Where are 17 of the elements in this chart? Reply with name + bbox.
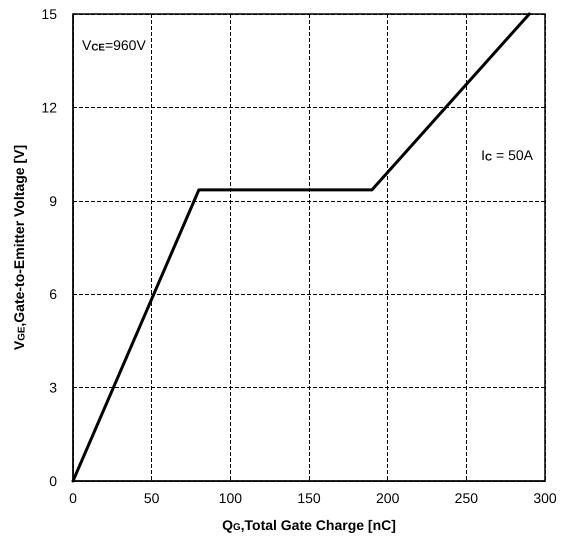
y-tick-label: 3 xyxy=(49,380,58,396)
x-tick-label: 200 xyxy=(376,490,400,506)
y-tick-label: 15 xyxy=(41,6,58,22)
x-tick-label: 100 xyxy=(218,490,242,506)
y-tick-label: 12 xyxy=(41,99,58,116)
y-axis-title: VGE,Gate-to-Emitter Voltage [V] xyxy=(11,144,28,350)
x-axis-title: QG,Total Gate Charge [nC] xyxy=(222,516,396,534)
x-tick-label: 0 xyxy=(69,490,78,506)
x-tick-label: 150 xyxy=(297,490,321,506)
x-tick-label: 50 xyxy=(144,490,160,506)
x-tick-label: 300 xyxy=(533,490,557,506)
x-tick-label: 250 xyxy=(454,490,478,506)
annotation: VCE=960V xyxy=(82,37,146,54)
y-tick-label: 6 xyxy=(49,286,58,302)
annotation: IC = 50A xyxy=(481,147,534,164)
y-tick-label: 0 xyxy=(49,473,58,489)
y-tick-label: 9 xyxy=(49,192,58,209)
